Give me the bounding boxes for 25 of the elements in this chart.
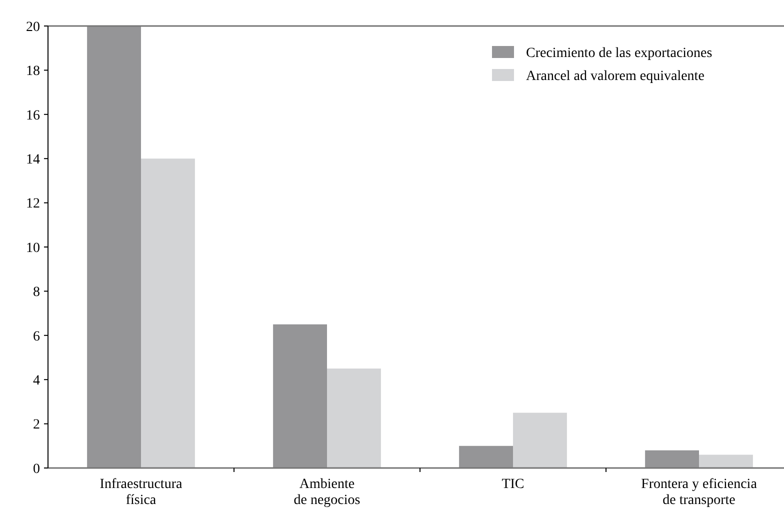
bar	[513, 412, 567, 468]
y-tick-label: 10	[26, 240, 40, 256]
y-tick-label: 8	[33, 285, 40, 300]
bar	[327, 368, 381, 468]
bar	[459, 446, 513, 468]
y-tick-label: 16	[26, 108, 40, 124]
bar	[699, 454, 753, 468]
bar	[273, 324, 327, 468]
y-tick-label: 14	[26, 152, 40, 168]
x-tick-label: Frontera y eficiencia de transporte	[641, 477, 758, 508]
bar	[87, 26, 141, 468]
x-tick-label: TIC	[502, 477, 524, 492]
bar	[141, 158, 195, 468]
legend-label: Arancel ad valorem equivalente	[526, 68, 704, 84]
y-tick-label: 12	[26, 196, 40, 212]
y-tick-label: 20	[26, 20, 40, 35]
y-tick-label: 0	[33, 462, 40, 477]
y-tick-label: 2	[33, 418, 40, 433]
legend-label: Crecimiento de las exportaciones	[526, 46, 712, 61]
y-tick-label: 4	[33, 374, 40, 388]
bar	[645, 450, 699, 468]
x-tick-label: Infraestructura física	[100, 477, 183, 508]
y-tick-label: 18	[26, 64, 40, 80]
x-tick-label: Ambiente de negocios	[294, 477, 360, 508]
y-tick-label: 6	[33, 329, 40, 344]
